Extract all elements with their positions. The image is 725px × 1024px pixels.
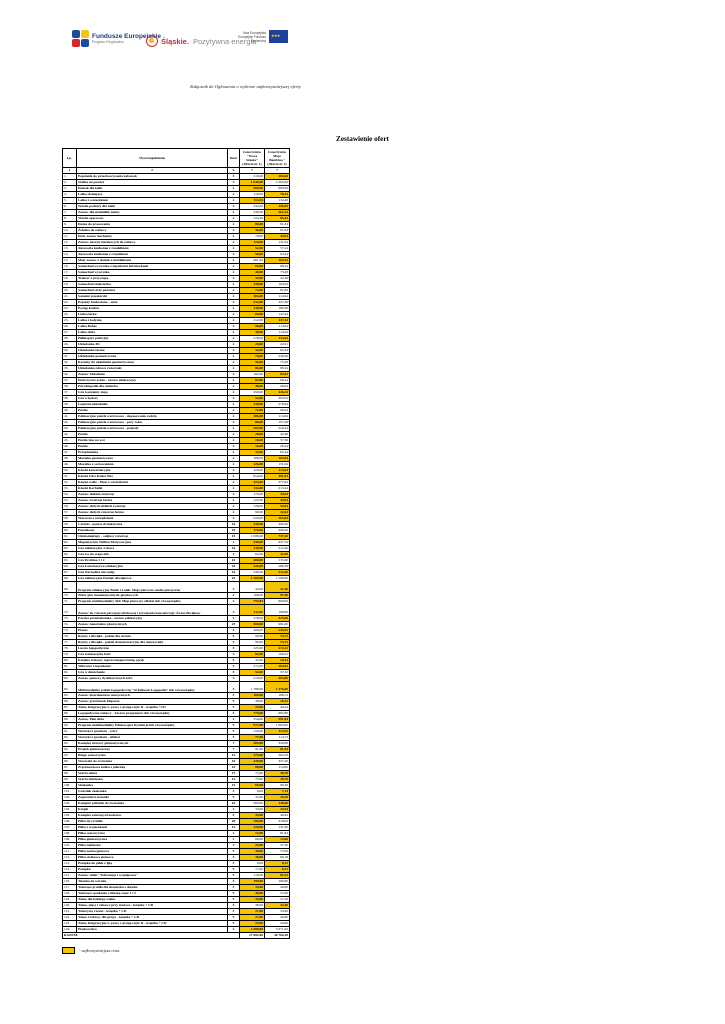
table-row: 72. Zestaw do ćwiczeń percepcji słuchowej… (62, 604, 290, 616)
fe-mark-icon (72, 30, 89, 47)
total-v1: 27 082,00 (239, 932, 265, 939)
table-row: 16. Samochód wywrotka z łopatkami lub klo… (62, 263, 290, 270)
slaskie-tagline: Pozytywna energia (192, 36, 257, 46)
table-row: 84. Multimedialny pakiet logopedyczny "mT… (62, 681, 290, 693)
col-v1: Cena brutto "Nowa Szkoła" (Oferta nr 1) (239, 148, 265, 168)
total-v2: 30 766,38 (264, 932, 290, 939)
row-v1: 44,00 (239, 581, 265, 593)
table-row: 17. Samochód wywrotka 2 40,00 73,28 (62, 269, 290, 276)
slaskie-logo: Śląskie. Pozytywna energia (146, 32, 256, 50)
col-lp: Lp. (62, 148, 77, 168)
row-qty: 5 (227, 681, 240, 693)
table-row: 12. Zestaw naczyń metalowych do zabawy 2 11… (62, 239, 290, 246)
table-row: 88. Logopedyczne zabawy - Zestaw programó… (62, 710, 290, 717)
table-row: 11. Duży zestaw kuchenny 2 70,00 49,04 (62, 233, 290, 240)
legend: - najkorzystniejsza cena. (62, 947, 120, 954)
table-row: 20. Samochód straż pożarna 2 72,00 81,84 (62, 287, 290, 294)
table-row: 32. Kształty do układanki geometrycznej 2 5… (62, 359, 290, 366)
table-row: 86. Zestaw grzechotek klepacze 5 48,00 16,32 (62, 698, 290, 705)
legend-swatch (62, 947, 75, 954)
row-v1: 1 788,00 (239, 681, 265, 693)
row-lp: 84. (62, 681, 77, 693)
row-name: Program edukacyjny Bolek i Lolek. Moje p… (76, 581, 228, 593)
table-row: 48. Mozaika geometryczna 2 168,00 163,84 (62, 455, 290, 462)
logo-bar: Fundusze Europejskie Program Regionalny … (0, 30, 725, 58)
row-v2: 1 476,00 (264, 681, 290, 693)
row-v2: 21,40 (264, 581, 290, 593)
eu-flag-icon (269, 30, 288, 43)
ue-text: Unia Europejska Europejski Fundusz Społe… (238, 30, 266, 43)
col-v2: Cena brutto Moje Bambino" (Oferta nr 2) (264, 148, 290, 168)
col-name: Wyszczególnienie (76, 148, 228, 168)
table-body: 1. Pojemnik do przechowywania zabawek 5 218… (62, 173, 290, 933)
offers-table: Lp. Wyszczególnienie Ilość Cena brutto "… (62, 148, 290, 939)
row-v1: 132,00 (239, 604, 265, 616)
fe-name: Fundusze Europejskie (92, 33, 161, 40)
row-lp: 69. (62, 581, 77, 593)
row-qty: 2 (227, 604, 240, 616)
legend-text: - najkorzystniejsza cena. (79, 948, 121, 953)
table-row: 28. Helikopter policyjny 2 218,00 114,64 (62, 335, 290, 342)
table-row: 52. Klocki wafle - Most z wiatrakami 2 324,… (62, 479, 290, 486)
row-name: Zestaw do ćwiczeń percepcji słuchowej i … (76, 604, 228, 616)
slaskie-name: Śląskie. (161, 36, 189, 46)
total-row: RAZEM: 27 082,00 30 766,38 (62, 932, 290, 939)
table-row: 103. Komplet pdbcnik do ćwiczenia 10 300,00… (62, 800, 290, 807)
table-row: 120. Tańce, pląsy i zabawy przy muzyce - … (62, 902, 290, 909)
row-qty: 2 (227, 581, 240, 593)
table-row: 70. Zbiór gier matematycznych-językowych 2… (62, 592, 290, 599)
table-row: 69. Program edukacyjny Bolek i Lolek. Moj… (62, 581, 290, 593)
slaskie-icon (146, 35, 158, 47)
table-row: 2. Szafka na pościel 2 1 640,90 2 295,84 (62, 179, 290, 186)
row-lp: 72. (62, 604, 77, 616)
fe-sub: Program Regionalny (92, 40, 124, 44)
page-title: Zestawienie ofert (336, 135, 389, 143)
table-row: 25. Lalka z kołyską 2 212,00 147,44 (62, 317, 290, 324)
col-qty: Ilość (227, 148, 240, 168)
unia-europejska-logo: Unia Europejska Europejski Fundusz Społe… (238, 30, 288, 43)
fundusze-europejskie-logo: Fundusze Europejskie Program Regionalny (72, 30, 161, 47)
row-name: Multimedialny pakiet logopedyczny "mTalk… (76, 681, 228, 693)
row-v2: 160,80 (264, 604, 290, 616)
table-header-row: Lp. Wyszczególnienie Ilość Cena brutto "… (62, 148, 290, 168)
table-row: 71. Program multimedialny Abb Mup pierwsz… (62, 598, 290, 605)
total-label: RAZEM: (62, 932, 240, 939)
